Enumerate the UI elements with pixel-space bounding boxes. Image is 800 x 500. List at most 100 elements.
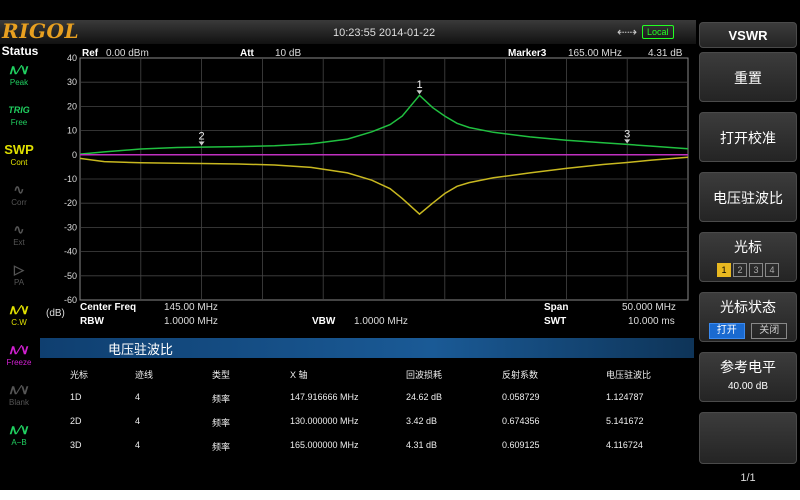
table-header: 反射系数 (502, 370, 539, 380)
reset-button[interactable]: 重置 (699, 52, 797, 102)
y-tick-label: -20 (64, 198, 77, 208)
status-title: Status (1, 44, 39, 58)
usb-icon: ⇠⇢ (617, 25, 638, 39)
table-cell: 0.674356 (502, 416, 540, 426)
table-header: 类型 (212, 370, 231, 380)
marker-1 (416, 90, 423, 95)
table-cell: 3.42 dB (406, 416, 438, 426)
marker-state-off[interactable]: 关闭 (751, 323, 788, 339)
table-cell: 4.31 dB (406, 440, 438, 450)
status-item-label: Free (10, 118, 28, 127)
unit-label: (dB) (46, 308, 65, 319)
y-tick-label: 10 (67, 126, 77, 136)
swt-label: SWT (544, 316, 567, 327)
status-item-label: Corr (11, 198, 27, 207)
trace-line-2 (79, 156, 689, 216)
spectrum-graph: 40 30 20 10 0 -10 -20 -30 -40 -50 -60 1 2 3 (64, 53, 689, 305)
table-header: 回波损耗 (406, 370, 443, 380)
ref-level-label: 参考电平 (720, 359, 776, 375)
span-value: 50.000 MHz (622, 302, 676, 313)
marker-readout-value: 4.31 dB (648, 48, 683, 59)
y-tick-label: -50 (64, 271, 77, 281)
status-item-label: Freeze (6, 358, 32, 367)
table-cell: 130.000000 MHz (290, 416, 359, 426)
vbw-value: 1.0000 MHz (354, 316, 408, 327)
status-item-label: C.W (11, 318, 27, 327)
vbw-label: VBW (312, 316, 336, 327)
table-cell: 4 (135, 416, 141, 426)
ref-level-value: 40.00 dB (727, 381, 769, 392)
table-cell: 频率 (212, 442, 231, 452)
status-item-corr: ∿ Corr (2, 182, 36, 218)
table-cell: 4 (135, 392, 141, 402)
status-item-label: Ext (13, 238, 25, 247)
table-header: 电压驻波比 (606, 370, 652, 380)
empty-softkey[interactable] (699, 412, 797, 464)
corr-icon: ∿ (13, 182, 25, 197)
vswr-button[interactable]: 电压驻波比 (699, 172, 797, 222)
table-cell: 24.62 dB (406, 392, 443, 402)
table-cell: 2D (70, 416, 82, 426)
status-item-ext: ∿ Ext (2, 222, 36, 258)
table-cell: 0.609125 (502, 440, 540, 450)
open-calibration-button[interactable]: 打开校准 (699, 112, 797, 162)
menu-title-label: VSWR (728, 28, 768, 43)
table-header: X 轴 (290, 370, 308, 380)
table-cell: 频率 (212, 394, 231, 404)
vswr-table-panel: 电压驻波比 光标 迹线 类型 X 轴 回波损耗 反射系数 电压驻波比 1D 4 频率 147.916… (40, 338, 694, 488)
cw-icon: ∧∕∨ (8, 302, 30, 317)
marker-state-button[interactable]: 光标状态 打开 关闭 (699, 292, 797, 342)
att-value: 10 dB (275, 48, 302, 59)
marker-2 (198, 141, 205, 146)
marker-label-3: 3 (624, 128, 630, 140)
ref-value: 0.00 dBm (106, 48, 149, 59)
status-item-a-b: ∧∕∨ A−B (2, 422, 36, 458)
y-tick-label: -30 (64, 222, 77, 232)
reset-label: 重置 (734, 70, 762, 86)
spectrum-plot: 40 30 20 10 0 -10 -20 -30 -40 -50 -60 1 2 3 Ref 0.00 … (40, 44, 694, 334)
status-item-pa: ▷ PA (2, 262, 36, 298)
marker-label-2: 2 (199, 131, 205, 143)
marker-option-4[interactable]: 4 (765, 263, 779, 277)
status-item-label: Peak (9, 78, 29, 87)
status-item-freeze: ∧∕∨ Freeze (2, 342, 36, 378)
rigol-logo: RIGOL (2, 19, 80, 43)
marker-readout-freq: 165.00 MHz (568, 48, 622, 59)
table-cell: 频率 (212, 418, 231, 428)
table-cell: 3D (70, 440, 82, 450)
status-item-blank: ∧∕∨ Blank (2, 382, 36, 418)
marker-option-3[interactable]: 3 (749, 263, 763, 277)
marker-option-1[interactable]: 1 (717, 263, 731, 277)
table-cell: 1D (70, 392, 82, 402)
marker-option-2[interactable]: 2 (733, 263, 747, 277)
marker-select-label: 光标 (734, 239, 762, 255)
marker-state-on[interactable]: 打开 (708, 323, 745, 339)
vswr-label: 电压驻波比 (713, 190, 783, 206)
span-label: Span (544, 302, 569, 313)
y-tick-label: -10 (64, 174, 77, 184)
status-item-peak: ∧∕∨ Peak (2, 62, 36, 98)
status-item-free: TRIG Free (2, 102, 36, 138)
ref-label: Ref (82, 48, 99, 59)
ref-level-button[interactable]: 参考电平 40.00 dB (699, 352, 797, 402)
menu-title: VSWR (699, 22, 797, 48)
swt-value: 10.000 ms (628, 316, 675, 327)
table-title: 电压驻波比 (108, 342, 174, 357)
y-tick-label: 20 (67, 101, 77, 111)
table-header: 迹线 (135, 370, 154, 380)
y-tick-label: 0 (72, 150, 77, 160)
status-item-cont: SWP Cont (2, 142, 36, 178)
a-minus-b-icon: ∧∕∨ (8, 422, 30, 437)
local-status-badge: Local (642, 25, 674, 39)
rbw-value: 1.0000 MHz (164, 316, 218, 327)
center-freq-label: Center Freq (80, 302, 137, 313)
open-calibration-label: 打开校准 (720, 130, 776, 146)
sweep-icon: SWP (4, 142, 34, 157)
peak-icon: ∧∕∨ (8, 62, 30, 77)
page-indicator: 1/1 (740, 472, 756, 484)
status-item-label: Cont (10, 158, 28, 167)
table-cell: 4 (135, 440, 141, 450)
